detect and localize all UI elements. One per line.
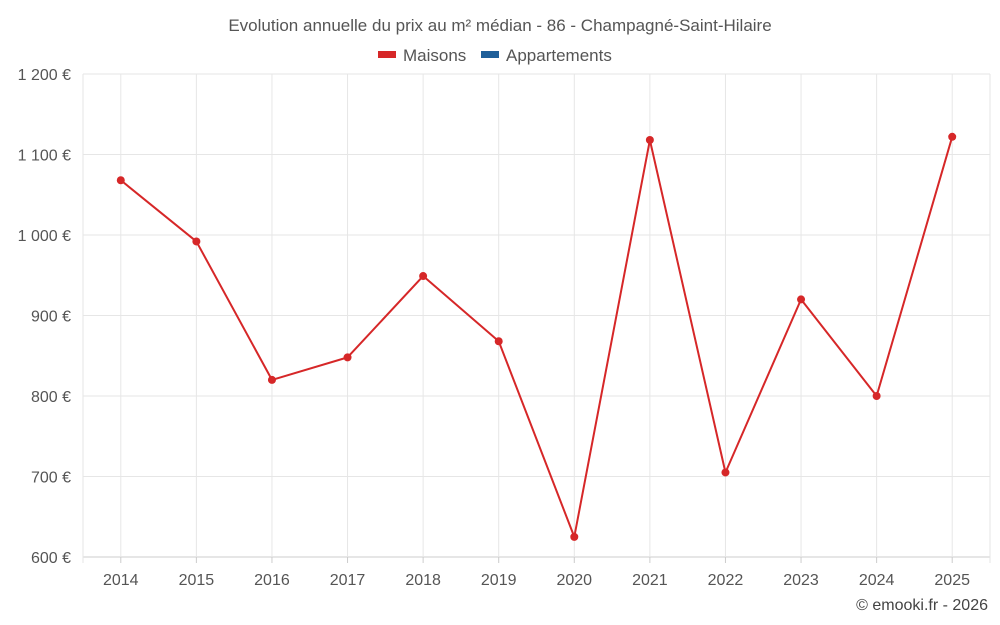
data-point-2018[interactable] (419, 272, 428, 281)
grid (82, 73, 991, 563)
x-axis-ticks: 2014 2015 2016 2017 2018 2019 2020 2021 2022 2023… (103, 557, 970, 589)
y-axis-ticks: 600 € 700 € 800 € 900 € 1 000 € 1 100 € 1 200 … (18, 67, 71, 567)
y-tick-label: 600 € (31, 550, 71, 567)
y-tick-label: 1 000 € (18, 228, 71, 245)
data-point-2023[interactable] (797, 295, 806, 304)
data-point-2025[interactable] (948, 132, 957, 141)
data-point-2016[interactable] (267, 375, 276, 384)
x-tick-label: 2018 (405, 572, 441, 589)
data-point-2021[interactable] (645, 136, 654, 145)
data-point-2024[interactable] (872, 392, 881, 400)
x-tick-label: 2023 (783, 572, 819, 589)
x-tick-label: 2014 (103, 572, 139, 589)
x-tick-label: 2017 (330, 572, 366, 589)
data-point-2015[interactable] (192, 237, 201, 246)
data-point-2017[interactable] (343, 353, 352, 362)
credit-text: © emooki.fr - 2026 (856, 597, 988, 614)
legend-swatch-maisons[interactable] (378, 51, 396, 58)
data-point-2014[interactable] (116, 176, 125, 185)
y-tick-label: 800 € (31, 389, 71, 406)
chart-title: Evolution annuelle du prix au m² médian … (228, 16, 771, 35)
y-tick-label: 1 200 € (18, 67, 71, 84)
y-tick-label: 900 € (31, 309, 71, 326)
x-tick-label: 2021 (632, 572, 668, 589)
y-tick-label: 700 € (31, 470, 71, 487)
x-tick-label: 2020 (556, 572, 592, 589)
data-point-2022[interactable] (721, 468, 730, 477)
legend-swatch-appartements[interactable] (481, 51, 499, 58)
x-tick-label: 2025 (934, 572, 970, 589)
x-tick-label: 2019 (481, 572, 517, 589)
legend-label-appartements[interactable]: Appartements (506, 46, 612, 65)
y-tick-label: 1 100 € (18, 148, 71, 165)
data-point-2019[interactable] (494, 337, 503, 346)
x-tick-label: 2024 (859, 572, 895, 589)
legend: Maisons Appartements (378, 46, 612, 65)
series-maisons (116, 132, 957, 541)
data-point-2020[interactable] (570, 532, 579, 541)
legend-label-maisons[interactable]: Maisons (403, 46, 466, 65)
x-tick-label: 2022 (708, 572, 744, 589)
x-tick-label: 2015 (179, 572, 215, 589)
series-line-maisons (120, 136, 954, 538)
x-tick-label: 2016 (254, 572, 290, 589)
